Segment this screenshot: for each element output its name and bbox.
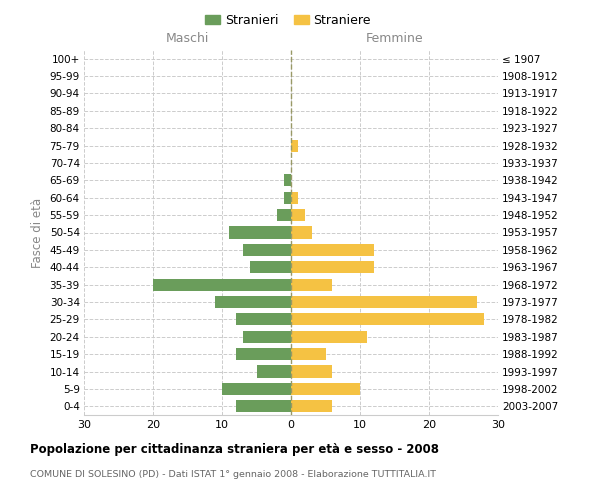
Bar: [250, 261, 291, 274]
Bar: [284, 174, 291, 186]
Bar: [277, 209, 291, 221]
Bar: [291, 348, 325, 360]
Bar: [291, 330, 367, 343]
Bar: [215, 296, 291, 308]
Bar: [291, 209, 305, 221]
Bar: [236, 348, 291, 360]
Bar: [291, 140, 298, 151]
Bar: [291, 296, 478, 308]
Text: Popolazione per cittadinanza straniera per età e sesso - 2008: Popolazione per cittadinanza straniera p…: [30, 442, 439, 456]
Bar: [291, 278, 332, 290]
Y-axis label: Fasce di età: Fasce di età: [31, 198, 44, 268]
Bar: [242, 330, 291, 343]
Bar: [236, 314, 291, 326]
Bar: [222, 383, 291, 395]
Bar: [284, 192, 291, 204]
Bar: [291, 261, 374, 274]
Bar: [242, 244, 291, 256]
Bar: [291, 314, 484, 326]
Bar: [153, 278, 291, 290]
Text: Maschi: Maschi: [166, 32, 209, 45]
Bar: [291, 366, 332, 378]
Text: COMUNE DI SOLESINO (PD) - Dati ISTAT 1° gennaio 2008 - Elaborazione TUTTITALIA.I: COMUNE DI SOLESINO (PD) - Dati ISTAT 1° …: [30, 470, 436, 479]
Bar: [257, 366, 291, 378]
Bar: [291, 383, 360, 395]
Bar: [229, 226, 291, 238]
Text: Femmine: Femmine: [365, 32, 424, 45]
Bar: [291, 226, 312, 238]
Bar: [291, 192, 298, 204]
Bar: [291, 400, 332, 412]
Bar: [236, 400, 291, 412]
Legend: Stranieri, Straniere: Stranieri, Straniere: [200, 8, 376, 32]
Bar: [291, 244, 374, 256]
